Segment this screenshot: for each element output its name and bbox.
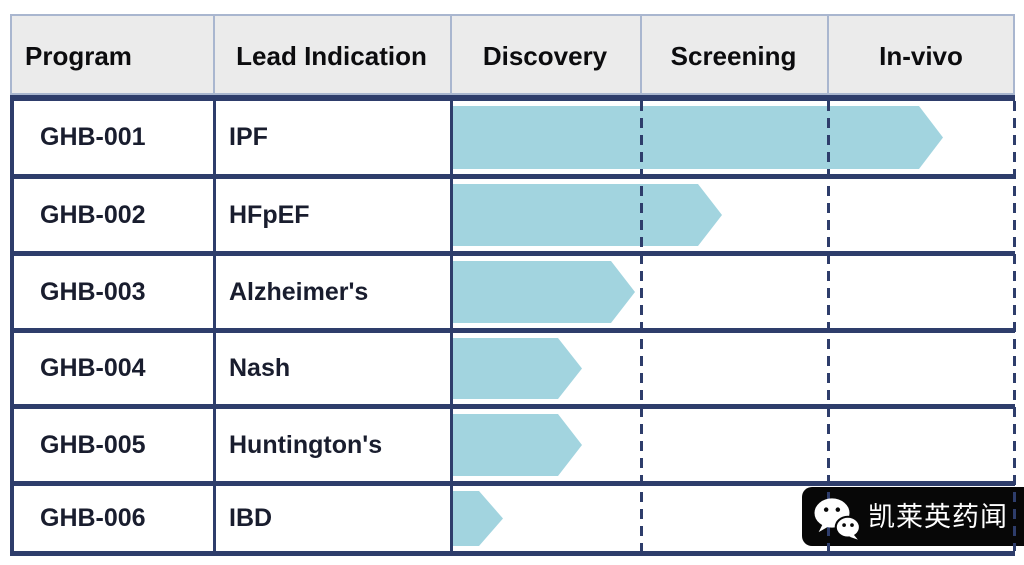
program-label: GHB-006 <box>40 504 146 532</box>
column-divider <box>213 95 216 551</box>
indication-label: HFpEF <box>229 201 310 229</box>
watermark-text: 凯莱英药闻 <box>868 502 1008 532</box>
indication-label: IBD <box>229 504 273 532</box>
column-header-lead-indication: Lead Indication <box>236 41 427 71</box>
row-divider <box>10 404 1015 409</box>
pipeline-bar-ghb-003 <box>451 261 635 323</box>
pipeline-bar-ghb-001 <box>451 106 943 169</box>
column-header-discovery: Discovery <box>482 41 608 71</box>
indication-label: Huntington's <box>229 431 383 459</box>
pipeline-bar-ghb-005 <box>451 414 582 476</box>
table-left-border <box>10 95 14 556</box>
program-label: GHB-001 <box>40 123 146 151</box>
indication-label: IPF <box>229 123 268 151</box>
header-separator <box>640 16 642 95</box>
program-label: GHB-004 <box>40 354 146 382</box>
program-label: GHB-003 <box>40 278 146 306</box>
column-header-in-vivo: In-vivo <box>879 41 963 71</box>
program-label: GHB-005 <box>40 431 146 459</box>
row-divider <box>10 481 1015 486</box>
program-label: GHB-002 <box>40 201 146 229</box>
column-divider <box>450 95 453 551</box>
indication-label: Nash <box>229 354 291 382</box>
table-right-border-dashed <box>1013 101 1016 551</box>
header-separator <box>827 16 829 95</box>
stage-divider-dashed <box>640 101 643 551</box>
table-bottom-border <box>10 551 1015 556</box>
indication-label: Alzheimer's <box>229 278 369 306</box>
stage-divider-dashed <box>827 101 830 551</box>
header-bottom-border <box>10 95 1015 101</box>
row-divider <box>10 328 1015 333</box>
pipeline-bar-ghb-004 <box>451 338 582 399</box>
header-separator <box>213 16 215 95</box>
row-divider <box>10 174 1015 179</box>
header-separator <box>450 16 452 95</box>
table-header <box>10 14 1015 95</box>
pipeline-bar-ghb-006 <box>451 491 503 546</box>
row-divider <box>10 251 1015 256</box>
wechat-icon <box>814 498 861 540</box>
pipeline-bar-ghb-002 <box>451 184 722 246</box>
column-header-screening: Screening <box>670 41 797 71</box>
column-header-program: Program <box>25 41 132 71</box>
